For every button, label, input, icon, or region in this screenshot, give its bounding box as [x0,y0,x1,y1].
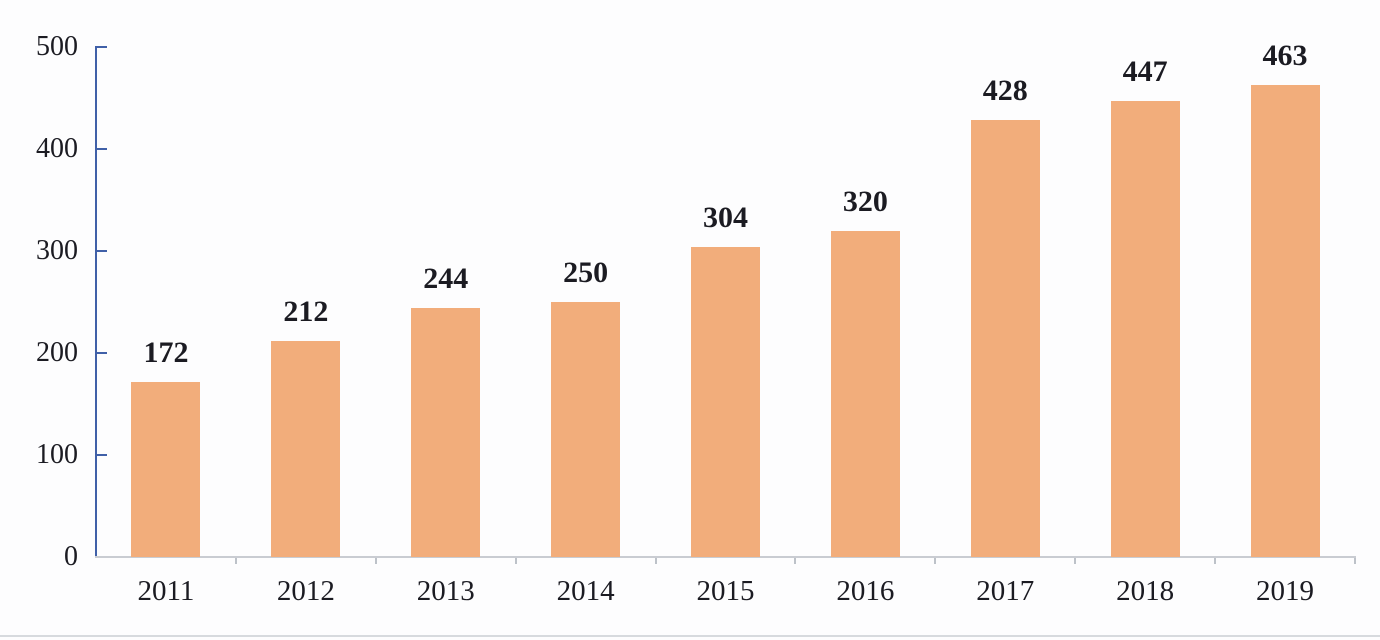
bar-value-label: 212 [283,295,329,328]
x-axis-tick [1214,558,1217,564]
bar-value-label: 244 [423,262,469,295]
y-tick-label: 400 [36,133,78,164]
x-axis-tick [1074,558,1077,564]
y-tick-label: 300 [36,235,78,266]
x-tick-label: 2015 [696,575,755,607]
x-axis-tick [934,558,937,564]
y-axis-tick [97,352,107,354]
x-axis-tick [514,558,517,564]
y-axis-tick [97,454,107,456]
bar-value-label: 320 [842,185,888,218]
bar-value-label: 447 [1122,55,1168,88]
bar-value-label: 172 [143,336,189,369]
bar-value-label: 250 [563,256,609,289]
x-tick-label: 2017 [976,575,1035,607]
x-axis-line [95,556,1356,558]
bar-value-label: 304 [703,201,748,234]
bar-2012 [271,341,341,557]
x-tick-label: 2011 [137,575,195,607]
x-tick-label: 2018 [1116,575,1175,607]
y-axis-line [95,46,97,558]
bar-2016 [830,231,900,557]
y-tick-label: 500 [36,31,78,62]
y-axis-tick [97,46,107,48]
bar-2013 [411,308,481,557]
bottom-divider [0,635,1380,637]
bar-2011 [131,382,201,557]
y-tick-label: 200 [36,337,78,368]
y-axis-tick [97,250,107,252]
x-tick-label: 2012 [276,575,335,607]
x-axis-tick [654,558,657,564]
bar-2018 [1110,101,1180,557]
y-axis-tick [97,148,107,150]
x-axis-tick [1354,558,1356,564]
bar-2017 [970,120,1040,557]
x-tick-label: 2019 [1256,575,1315,607]
x-tick-label: 2014 [556,575,615,607]
bar-value-label: 463 [1262,39,1308,72]
bar-2015 [691,247,760,557]
bar-2014 [551,302,621,557]
y-tick-label: 100 [36,439,78,470]
x-axis-tick [234,558,237,564]
bar-value-label: 428 [982,74,1028,107]
y-tick-label: 0 [64,541,78,572]
x-tick-label: 2013 [416,575,475,607]
bar-2019 [1250,85,1320,557]
x-tick-label: 2016 [836,575,895,607]
x-axis-tick [794,558,797,564]
x-axis-tick [374,558,377,564]
